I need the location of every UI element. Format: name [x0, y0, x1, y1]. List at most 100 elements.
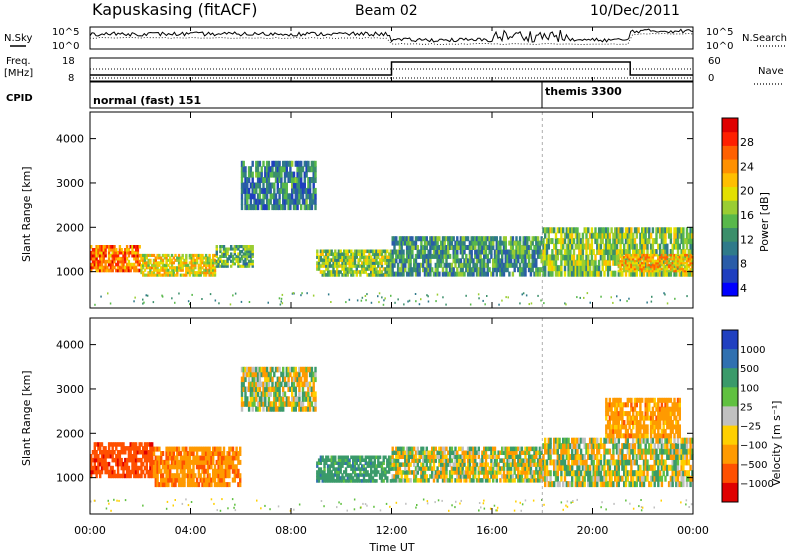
power-cell — [465, 245, 468, 250]
power-cell — [99, 262, 102, 267]
power-cell — [483, 267, 486, 273]
velocity-cell — [456, 462, 459, 467]
velocity-cell — [307, 401, 310, 407]
power-cell — [587, 265, 590, 272]
velocity-cell — [129, 454, 132, 459]
velocity-cell — [294, 391, 297, 397]
power-cell — [190, 261, 193, 265]
velocity-cell — [239, 473, 242, 479]
velocity-cell — [201, 482, 204, 488]
power-cell — [628, 253, 631, 257]
power-cell — [544, 227, 547, 234]
power-cell — [143, 261, 147, 265]
velocity-cell — [262, 406, 265, 412]
power-cell — [204, 263, 208, 267]
velocity-cell — [423, 478, 427, 483]
power-cell — [445, 236, 448, 242]
velocity-cell — [174, 455, 177, 461]
power-cell — [107, 256, 111, 261]
power-cell — [125, 256, 129, 261]
power-cell — [387, 252, 391, 256]
velocity-cell — [501, 466, 504, 471]
velocity-cell — [531, 446, 534, 452]
velocity-cell — [326, 470, 330, 474]
velocity-cell — [326, 473, 330, 477]
power-cell — [265, 182, 269, 189]
velocity-cell — [386, 464, 389, 468]
power-cell — [402, 249, 405, 255]
power-cell — [125, 262, 129, 267]
power-cell — [642, 269, 646, 273]
velocity-cell — [572, 459, 576, 466]
velocity-cell — [465, 450, 468, 455]
velocity-cell — [240, 401, 244, 407]
velocity-cell — [438, 454, 441, 459]
power-cell — [210, 261, 213, 265]
velocity-cell — [316, 473, 319, 477]
power-cell — [671, 249, 674, 255]
velocity-cell — [475, 478, 479, 483]
velocity-cell — [154, 473, 157, 479]
power-cell — [495, 271, 498, 277]
power-cell — [104, 248, 107, 252]
velocity-cell — [443, 474, 446, 479]
power-cell — [95, 259, 98, 264]
power-cell — [675, 255, 678, 259]
velocity-cell — [549, 481, 552, 488]
power-cell — [312, 171, 315, 178]
velocity-cell — [174, 477, 177, 483]
power-cell — [240, 166, 244, 173]
power-cell — [490, 236, 493, 242]
power-cell — [215, 254, 218, 258]
power-cell — [256, 193, 260, 200]
velocity-cell — [201, 446, 204, 452]
power-cell — [154, 261, 157, 265]
velocity-cell — [632, 437, 635, 444]
velocity-cell — [208, 473, 211, 479]
power-cell — [615, 243, 619, 250]
velocity-cell — [199, 455, 202, 461]
power-cell — [215, 262, 218, 266]
power-cell — [615, 249, 619, 255]
velocity-cell — [560, 475, 563, 482]
velocity-cell — [330, 464, 333, 468]
velocity-cell — [466, 474, 470, 479]
velocity-cell — [127, 450, 131, 455]
power-cell — [350, 267, 353, 271]
velocity-cell — [255, 366, 258, 373]
power-cell — [97, 250, 100, 255]
velocity-cell — [217, 464, 220, 470]
velocity-cell — [253, 386, 256, 392]
velocity-cell — [177, 482, 181, 488]
power-cell — [411, 240, 414, 246]
velocity-cell — [242, 381, 245, 388]
velocity-cell — [253, 391, 256, 397]
power-cell — [628, 265, 631, 269]
power-cell — [680, 270, 683, 277]
power-cell — [531, 236, 534, 242]
velocity-cell — [129, 469, 132, 475]
power-cell — [461, 240, 464, 246]
velocity-cell — [224, 482, 227, 488]
velocity-cell — [283, 391, 287, 397]
power-cell — [188, 266, 192, 270]
power-cell — [296, 204, 299, 211]
power-cell — [483, 271, 486, 277]
power-cell — [350, 261, 353, 265]
power-near-scatter — [214, 299, 217, 302]
power-cell — [515, 249, 518, 255]
velocity-cell — [339, 479, 342, 483]
power-cell — [378, 267, 382, 271]
velocity-cell — [571, 459, 574, 466]
velocity-cell — [278, 381, 281, 388]
power-cell — [134, 250, 138, 255]
power-cell — [107, 262, 111, 267]
power-cell — [624, 261, 628, 265]
power-cell — [124, 250, 127, 255]
velocity-cell — [143, 465, 147, 471]
nsky-label: N.Sky — [4, 33, 32, 44]
velocity-cell — [348, 473, 351, 477]
power-cell — [104, 265, 107, 270]
power-cell — [682, 243, 685, 250]
velocity-cell — [495, 474, 498, 479]
